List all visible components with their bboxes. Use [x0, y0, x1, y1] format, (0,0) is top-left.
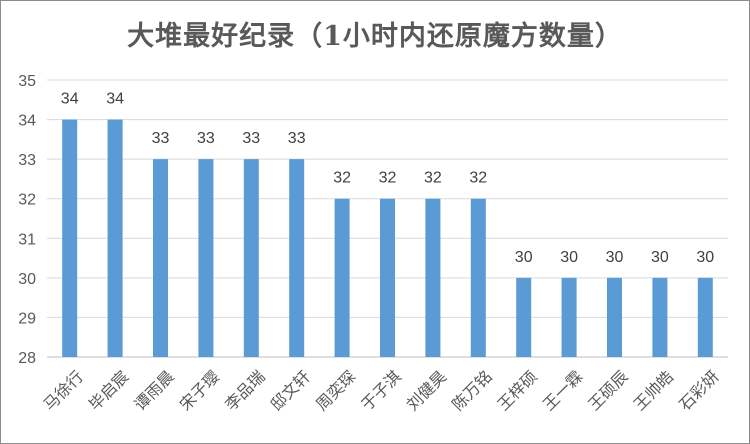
- bar: [289, 159, 305, 357]
- data-label: 32: [333, 170, 351, 187]
- bar: [107, 119, 123, 357]
- y-axis-tick-labels: 28 29 30 31 32 33 34 35: [18, 73, 36, 367]
- bar: [697, 277, 713, 357]
- y-tick-label: 30: [18, 271, 36, 288]
- bar: [607, 277, 622, 357]
- category-label: 李品瑞: [221, 367, 268, 414]
- bar: [334, 198, 350, 357]
- y-tick-label: 35: [18, 73, 36, 90]
- data-label: 32: [469, 170, 487, 187]
- y-tick-label: 33: [18, 152, 36, 169]
- data-label: 34: [106, 91, 124, 108]
- data-label: 30: [560, 249, 578, 266]
- data-labels: 34 34 33 33 33 33 32 32 32 32 30 30 30 30 30: [61, 91, 714, 266]
- category-label: 王硕辰: [584, 367, 631, 414]
- bar: [62, 119, 78, 357]
- data-label: 30: [651, 249, 669, 266]
- data-label: 33: [197, 130, 215, 147]
- data-label: 33: [288, 130, 306, 147]
- category-label: 于子淇: [357, 367, 404, 414]
- category-label: 石彩妍: [675, 367, 722, 414]
- y-tick-label: 34: [18, 113, 36, 130]
- bar: [153, 159, 168, 357]
- bar: [516, 277, 532, 357]
- bar: [652, 277, 668, 357]
- category-label: 陈万铭: [448, 367, 495, 414]
- category-label: 马徐行: [40, 367, 87, 414]
- data-label: 32: [424, 170, 442, 187]
- x-axis-category-labels: 马徐行毕启宸谭雨晨宋子璎李品瑞邸文轩周奕琛于子淇刘健昊陈万铭王梓硕王一霖王硕辰王…: [40, 367, 723, 414]
- category-label: 王梓硕: [494, 367, 541, 414]
- category-label: 刘健昊: [403, 367, 450, 414]
- category-label: 王一霖: [539, 367, 586, 414]
- chart-title: 大堆最好纪录（1小时内还原魔方数量）: [127, 21, 623, 52]
- bar: [380, 198, 395, 357]
- data-label: 34: [61, 91, 79, 108]
- bar: [470, 198, 486, 357]
- y-tick-label: 28: [18, 350, 36, 367]
- data-label: 33: [152, 130, 170, 147]
- bar: [425, 198, 441, 357]
- y-tick-label: 31: [18, 231, 36, 248]
- bar: [198, 159, 214, 357]
- bar: [561, 277, 577, 357]
- category-label: 邸文轩: [267, 367, 314, 414]
- category-label: 王帅皓: [630, 367, 677, 414]
- category-label: 宋子璎: [176, 367, 223, 414]
- data-label: 30: [696, 249, 714, 266]
- category-label: 毕启宸: [85, 367, 132, 414]
- bars: [62, 119, 713, 357]
- data-label: 33: [242, 130, 260, 147]
- y-tick-label: 32: [18, 192, 36, 209]
- category-label: 谭雨晨: [130, 367, 177, 414]
- data-label: 32: [379, 170, 397, 187]
- y-tick-label: 29: [18, 310, 36, 327]
- data-label: 30: [515, 249, 533, 266]
- category-label: 周奕琛: [312, 367, 359, 414]
- bar: [243, 159, 259, 357]
- data-label: 30: [606, 249, 624, 266]
